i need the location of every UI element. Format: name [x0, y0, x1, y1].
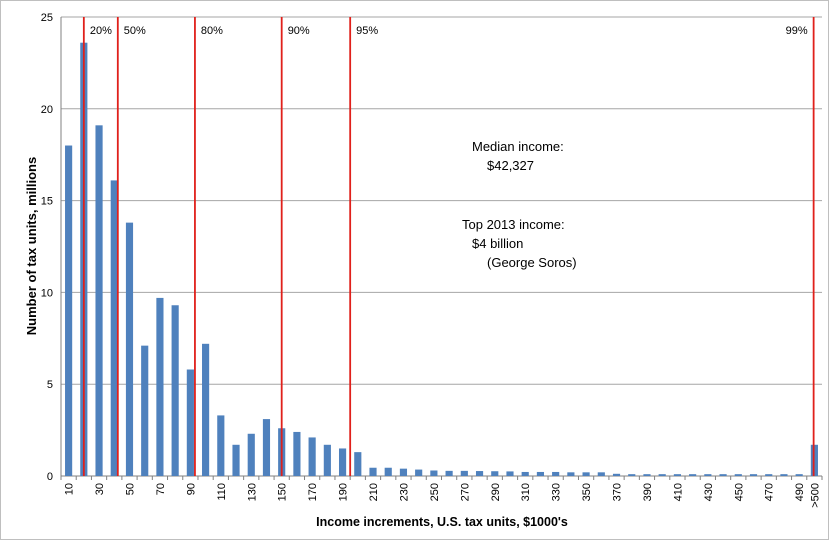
- top-income-annotation-line3: (George Soros): [487, 255, 577, 270]
- bar-230: [399, 468, 408, 476]
- x-tick-label: 250: [429, 483, 441, 501]
- bar-130: [247, 433, 255, 476]
- bar-310: [521, 471, 529, 476]
- y-tick-label: 5: [47, 379, 53, 391]
- x-tick-label: 350: [581, 483, 593, 501]
- bar-270: [460, 470, 468, 476]
- bar-460: [749, 474, 758, 476]
- bar-410: [673, 474, 681, 476]
- bar-30: [95, 125, 103, 476]
- y-tick-label: 15: [41, 196, 53, 208]
- bar-240: [415, 469, 423, 476]
- bar-440: [719, 474, 727, 476]
- x-tick-label: 90: [185, 483, 197, 495]
- bar-210: [369, 467, 377, 476]
- bar-470: [765, 474, 773, 476]
- x-tick-label: 390: [642, 483, 654, 501]
- top-income-annotation-line1: Top 2013 income:: [462, 217, 565, 232]
- median-annotation-line2: $42,327: [487, 158, 534, 173]
- tick-labels: 0 5 10 15 20 25 10 30 50 70 90 110 130 150 170 190 210 23…: [41, 12, 822, 508]
- bar-10: [65, 145, 73, 476]
- bar-430: [704, 474, 712, 476]
- x-tick-label: 50: [124, 483, 136, 495]
- bar-420: [689, 474, 697, 476]
- x-tick-label: 430: [703, 483, 715, 501]
- bar-160: [293, 431, 301, 476]
- x-tick-label: 370: [612, 483, 624, 501]
- bar-360: [597, 472, 605, 476]
- percentile-markers: 20% 50% 80% 90% 95% 99%: [82, 17, 815, 476]
- bar-290: [491, 471, 499, 476]
- percentile-label-50: 50%: [124, 25, 146, 37]
- bar-110: [217, 415, 225, 476]
- median-annotation-line1: Median income:: [472, 139, 564, 154]
- bar-390: [643, 474, 651, 476]
- x-tick-label: 450: [733, 483, 745, 501]
- y-axis-title: Number of tax units, millions: [24, 157, 39, 335]
- bar-220: [384, 467, 392, 476]
- x-tick-label: 170: [307, 483, 319, 501]
- bar-320: [536, 471, 545, 476]
- x-tick-label: 410: [672, 483, 684, 501]
- bar-100: [202, 343, 210, 476]
- x-tick-label: 290: [490, 483, 502, 501]
- x-tick-label: 110: [216, 483, 228, 501]
- x-axis-title: Income increments, U.S. tax units, $1000…: [316, 515, 568, 529]
- bar-450: [734, 474, 742, 476]
- y-tick-label: 0: [47, 471, 53, 483]
- x-tick-label: 310: [520, 483, 532, 501]
- bar-170: [308, 437, 316, 476]
- bar-80: [171, 305, 179, 476]
- bar-190: [338, 448, 347, 476]
- bar-300: [506, 471, 514, 476]
- bar-180: [323, 444, 331, 476]
- percentile-label-80: 80%: [201, 25, 223, 37]
- bar-400: [658, 474, 666, 476]
- bar-40: [110, 180, 118, 477]
- top-income-annotation-line2: $4 billion: [472, 236, 523, 251]
- bar-340: [567, 472, 575, 476]
- bar-200: [354, 452, 362, 476]
- x-tick-label: 70: [155, 483, 167, 495]
- bar-260: [445, 470, 453, 476]
- bar-480: [780, 474, 788, 476]
- x-tick-label: 270: [459, 483, 471, 501]
- percentile-label-95: 95%: [356, 25, 378, 37]
- percentile-label-99: 99%: [786, 25, 808, 37]
- percentile-label-90: 90%: [288, 25, 310, 37]
- bar-90: [186, 369, 194, 476]
- bar-60: [141, 345, 149, 476]
- bar-350: [582, 472, 590, 476]
- x-tick-label: 150: [277, 483, 289, 501]
- x-tick-label: 210: [368, 483, 380, 501]
- bar-380: [628, 474, 636, 476]
- bar-370: [612, 473, 621, 476]
- y-tick-label: 25: [41, 12, 53, 24]
- bar-490: [795, 474, 803, 476]
- x-tick-label: >500: [809, 483, 821, 508]
- x-tick-label: 230: [398, 483, 410, 501]
- x-tick-label: 330: [551, 483, 563, 501]
- percentile-label-20: 20%: [90, 25, 112, 37]
- y-tick-label: 10: [41, 287, 53, 299]
- bar-280: [475, 471, 484, 476]
- bar-120: [232, 444, 240, 476]
- y-tick-label: 20: [41, 104, 53, 116]
- bar-50: [125, 222, 134, 476]
- bar-250: [430, 470, 438, 476]
- bar-330: [552, 471, 560, 476]
- x-tick-label: 30: [94, 483, 106, 495]
- x-tick-label: 10: [64, 483, 76, 495]
- bars: [65, 42, 818, 477]
- bar-70: [156, 297, 164, 476]
- x-tick-label: 470: [764, 483, 776, 501]
- x-tick-label: 190: [338, 483, 350, 501]
- x-tick-label: 490: [794, 483, 806, 501]
- bar-140: [262, 419, 271, 476]
- x-tick-label: 130: [246, 483, 258, 501]
